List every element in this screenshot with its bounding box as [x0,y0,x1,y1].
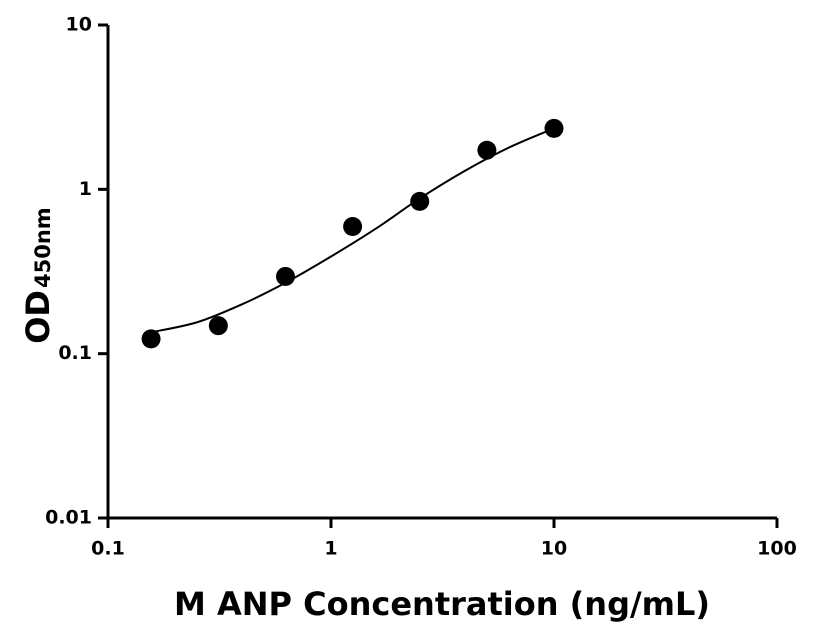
data-point [275,266,295,286]
data-point [343,217,363,237]
data-point [208,316,228,336]
x-tick-label: 1 [324,538,337,560]
y-tick-label: 0.01 [45,507,92,529]
x-tick-label: 10 [541,538,567,560]
y-tick-label: 10 [66,14,92,36]
x-axis-title: M ANP Concentration (ng/mL) [174,585,710,623]
x-tick-label: 0.1 [91,538,125,560]
y-axis-title-subscript: 450nm [31,207,55,288]
data-point [141,329,161,349]
y-tick-label: 1 [79,178,92,200]
data-point [410,191,430,211]
y-tick-label: 0.1 [58,342,92,364]
y-axis-title: OD [19,290,57,344]
x-tick-label: 100 [757,538,797,560]
y-axis-title-group: OD 450nm [19,207,57,343]
data-point [544,118,564,138]
data-point [477,140,497,160]
